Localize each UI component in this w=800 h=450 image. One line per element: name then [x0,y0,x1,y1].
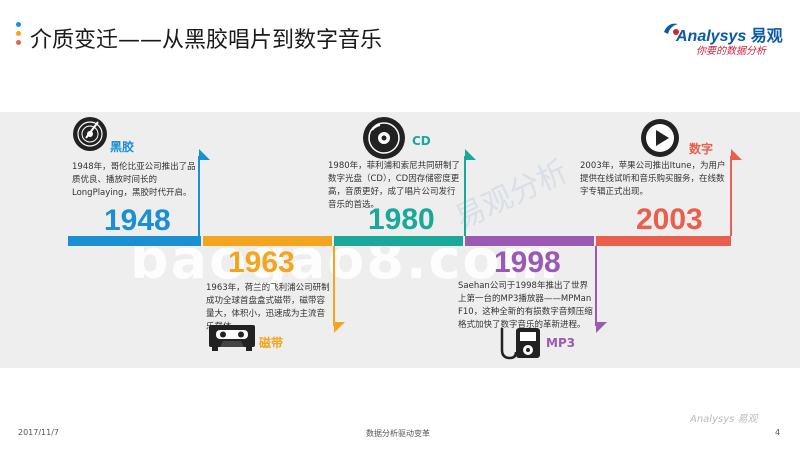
timeline-year-1980: 1980 [368,203,435,237]
timeline-label-1998: MP3 [546,336,575,350]
timeline-label-1948: 黑胶 [110,138,134,155]
timeline-year-1948: 1948 [104,204,171,238]
timeline-label-1963: 磁带 [259,334,283,351]
timeline-year-2003: 2003 [636,203,703,237]
footer-date: 2017/11/7 [18,428,59,437]
timeline-year-1998: 1998 [494,246,561,280]
cassette-tape-icon [208,324,256,352]
footer-tagline: 数据分析驱动变革 [366,428,430,439]
timeline-desc-2003: 2003年，苹果公司推出Itune，为用户提供在线试听和音乐购买服务，在线数字专… [580,160,730,199]
timeline-desc-1948: 1948年，哥伦比亚公司推出了品质优良、播放时间长的LongPlaying，黑胶… [72,161,198,200]
vinyl-record-icon [72,116,108,152]
cd-disc-icon [362,116,406,160]
timeline-year-1963: 1963 [228,246,295,280]
timeline-desc-1998: Saehan公司于1998年推出了世界上第一台的MP3播放器——MPMan F1… [458,280,594,332]
play-button-icon [640,118,680,158]
timeline-label-1980: CD [412,134,431,148]
footer-watermark: Analysys 易观 [690,410,758,425]
page-number: 4 [775,428,780,437]
timeline-label-2003: 数字 [689,140,713,157]
mp3-player-icon [500,326,542,360]
